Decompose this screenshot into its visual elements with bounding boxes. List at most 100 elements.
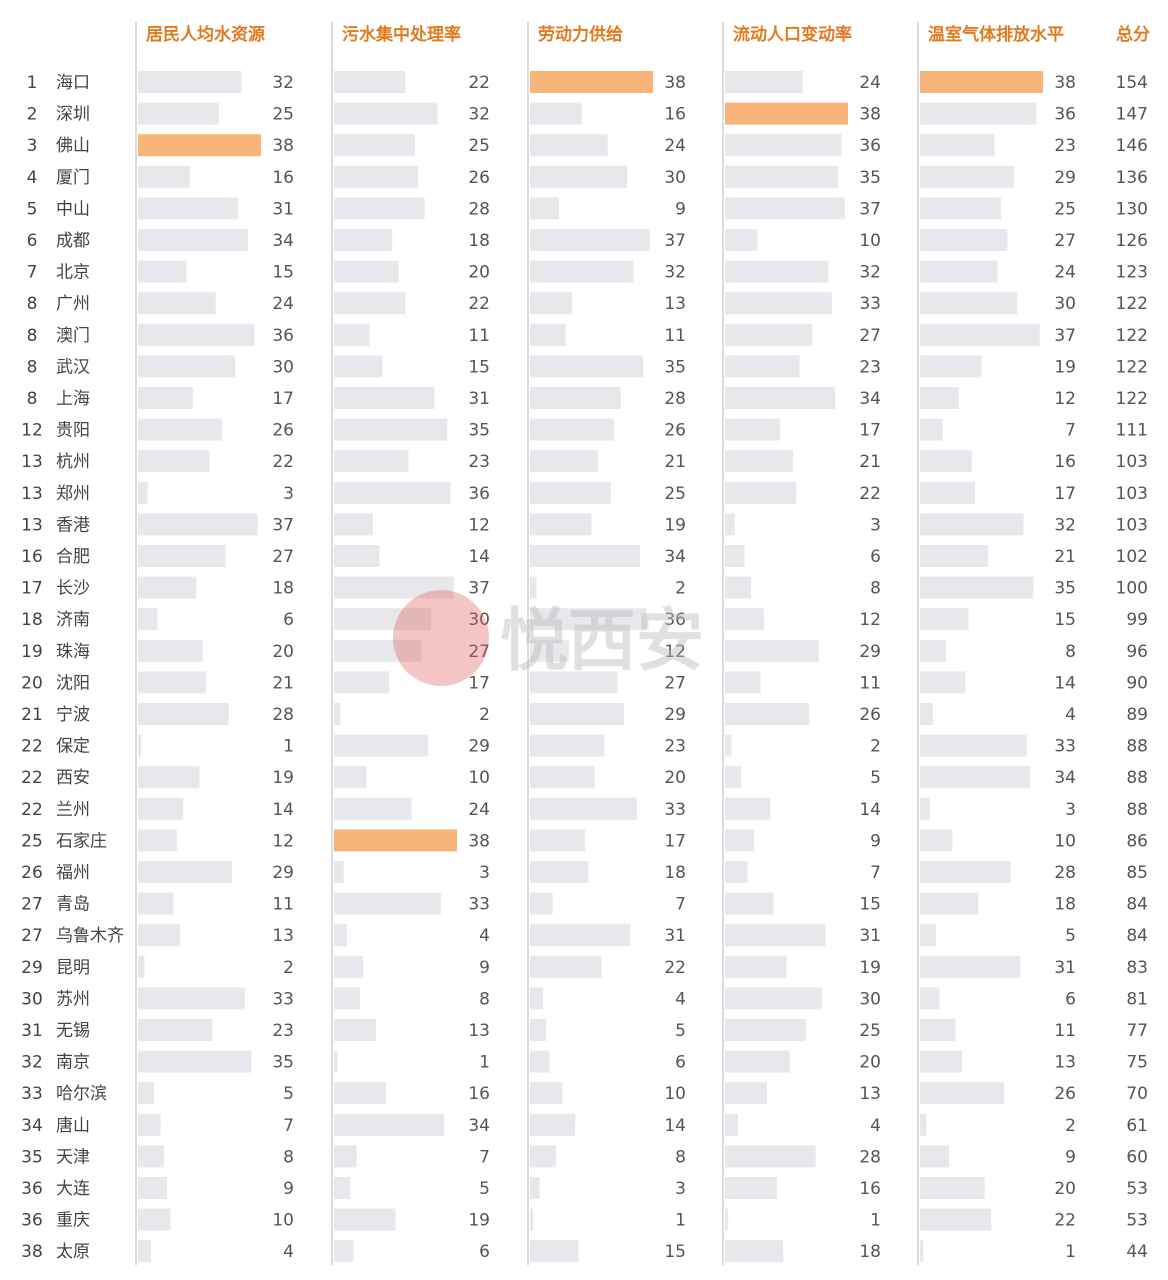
data-value-label: 7 — [1065, 421, 1076, 441]
data-bar — [334, 703, 341, 725]
city-label: 上海 — [56, 389, 90, 409]
data-value-label: 10 — [664, 1084, 686, 1104]
rank-label: 2 — [27, 105, 38, 125]
data-value-label: 23 — [272, 1021, 294, 1041]
table-row: 38 太原 4 6 15 18 1 44 — [21, 1240, 1148, 1263]
data-bar — [725, 734, 732, 757]
data-bar — [530, 134, 608, 157]
data-value-label: 30 — [272, 357, 294, 377]
data-value-label: 20 — [272, 642, 294, 662]
data-value-label: 26 — [272, 421, 294, 441]
data-value-label: 14 — [664, 1116, 686, 1136]
rank-label: 6 — [27, 231, 38, 251]
data-value-label: 2 — [479, 705, 490, 725]
data-bar — [530, 545, 641, 567]
data-bar — [920, 323, 1040, 346]
total-value: 136 — [1116, 168, 1148, 188]
data-bar — [725, 1113, 738, 1136]
rank-label: 36 — [21, 1211, 43, 1231]
data-value-label: 25 — [664, 484, 686, 504]
data-value-label: 26 — [1054, 1084, 1076, 1104]
data-bar — [530, 797, 637, 820]
data-value-label: 8 — [283, 1147, 294, 1167]
total-value: 122 — [1116, 326, 1148, 346]
data-bar — [530, 260, 634, 283]
city-label: 香港 — [56, 515, 90, 535]
data-bar — [138, 418, 223, 441]
data-bar — [334, 608, 432, 631]
data-bar — [138, 671, 206, 694]
data-value-label: 18 — [664, 863, 686, 883]
table-row: 12 贵阳 26 35 26 17 7 111 — [21, 418, 1148, 441]
data-bar — [530, 229, 650, 251]
data-value-label: 3 — [479, 863, 490, 883]
data-bar — [725, 797, 771, 820]
city-label: 天津 — [56, 1147, 90, 1167]
data-value-label: 3 — [675, 1179, 686, 1199]
data-bar — [138, 892, 174, 915]
data-bar — [920, 545, 988, 567]
data-bar — [725, 924, 826, 947]
data-value-label: 35 — [272, 1053, 294, 1073]
data-value-label: 4 — [1065, 705, 1076, 725]
data-bar — [530, 608, 647, 631]
data-value-label: 16 — [272, 168, 294, 188]
data-bar — [334, 450, 409, 473]
data-bar — [725, 892, 774, 915]
city-label: 贵阳 — [56, 421, 90, 441]
data-value-label: 37 — [664, 231, 686, 251]
column-headers: 居民人均水资源 污水集中处理率 劳动力供给 流动人口变动率 温室气体排放水平 总分 — [146, 24, 1150, 45]
total-value: 88 — [1126, 768, 1148, 788]
data-value-label: 19 — [1054, 357, 1076, 377]
data-bar — [530, 292, 573, 315]
data-value-label: 34 — [664, 547, 686, 567]
data-value-label: 23 — [468, 452, 490, 472]
data-bar — [725, 829, 755, 852]
data-value-label: 22 — [468, 73, 490, 93]
data-value-label: 31 — [664, 926, 686, 946]
data-value-label: 28 — [468, 199, 490, 219]
city-label: 重庆 — [56, 1211, 90, 1231]
city-label: 珠海 — [56, 642, 90, 662]
data-value-label: 2 — [675, 579, 686, 599]
data-bar — [334, 1019, 377, 1041]
data-value-label: 28 — [664, 389, 686, 409]
data-bar — [530, 1082, 563, 1105]
data-bar — [920, 292, 1018, 315]
data-bar — [334, 1145, 357, 1168]
rank-label: 38 — [21, 1242, 43, 1262]
data-bar — [530, 450, 598, 473]
data-bar — [530, 1113, 576, 1136]
city-label: 无锡 — [56, 1021, 90, 1041]
data-value-label: 17 — [272, 389, 294, 409]
data-bar — [138, 924, 181, 947]
column-header: 温室气体排放水平 — [928, 24, 1064, 45]
total-header: 总分 — [1116, 24, 1150, 45]
watermark-logo-icon — [393, 590, 489, 686]
table-row: 22 保定 1 29 23 2 33 88 — [21, 734, 1148, 757]
data-bar — [725, 387, 836, 409]
data-bar — [334, 545, 380, 567]
data-value-label: 6 — [283, 610, 294, 630]
data-value-label: 13 — [468, 1021, 490, 1041]
table-row: 31 无锡 23 13 5 25 11 77 — [21, 1019, 1148, 1041]
data-bar — [725, 766, 742, 789]
data-value-label: 22 — [1054, 1211, 1076, 1231]
total-value: 84 — [1126, 926, 1148, 946]
data-value-label: 32 — [664, 263, 686, 283]
data-bar — [725, 1240, 784, 1263]
data-bar — [138, 260, 187, 283]
data-value-label: 7 — [479, 1147, 490, 1167]
total-value: 85 — [1126, 863, 1148, 883]
rank-label: 25 — [21, 831, 43, 851]
rank-label: 27 — [21, 895, 43, 915]
data-bar — [920, 1240, 924, 1263]
data-bar — [920, 608, 969, 631]
data-value-label: 37 — [859, 199, 881, 219]
data-value-label: 31 — [468, 389, 490, 409]
data-value-label: 38 — [468, 831, 490, 851]
data-value-label: 9 — [283, 1179, 294, 1199]
data-value-label: 24 — [1054, 263, 1076, 283]
rank-label: 8 — [27, 357, 38, 377]
